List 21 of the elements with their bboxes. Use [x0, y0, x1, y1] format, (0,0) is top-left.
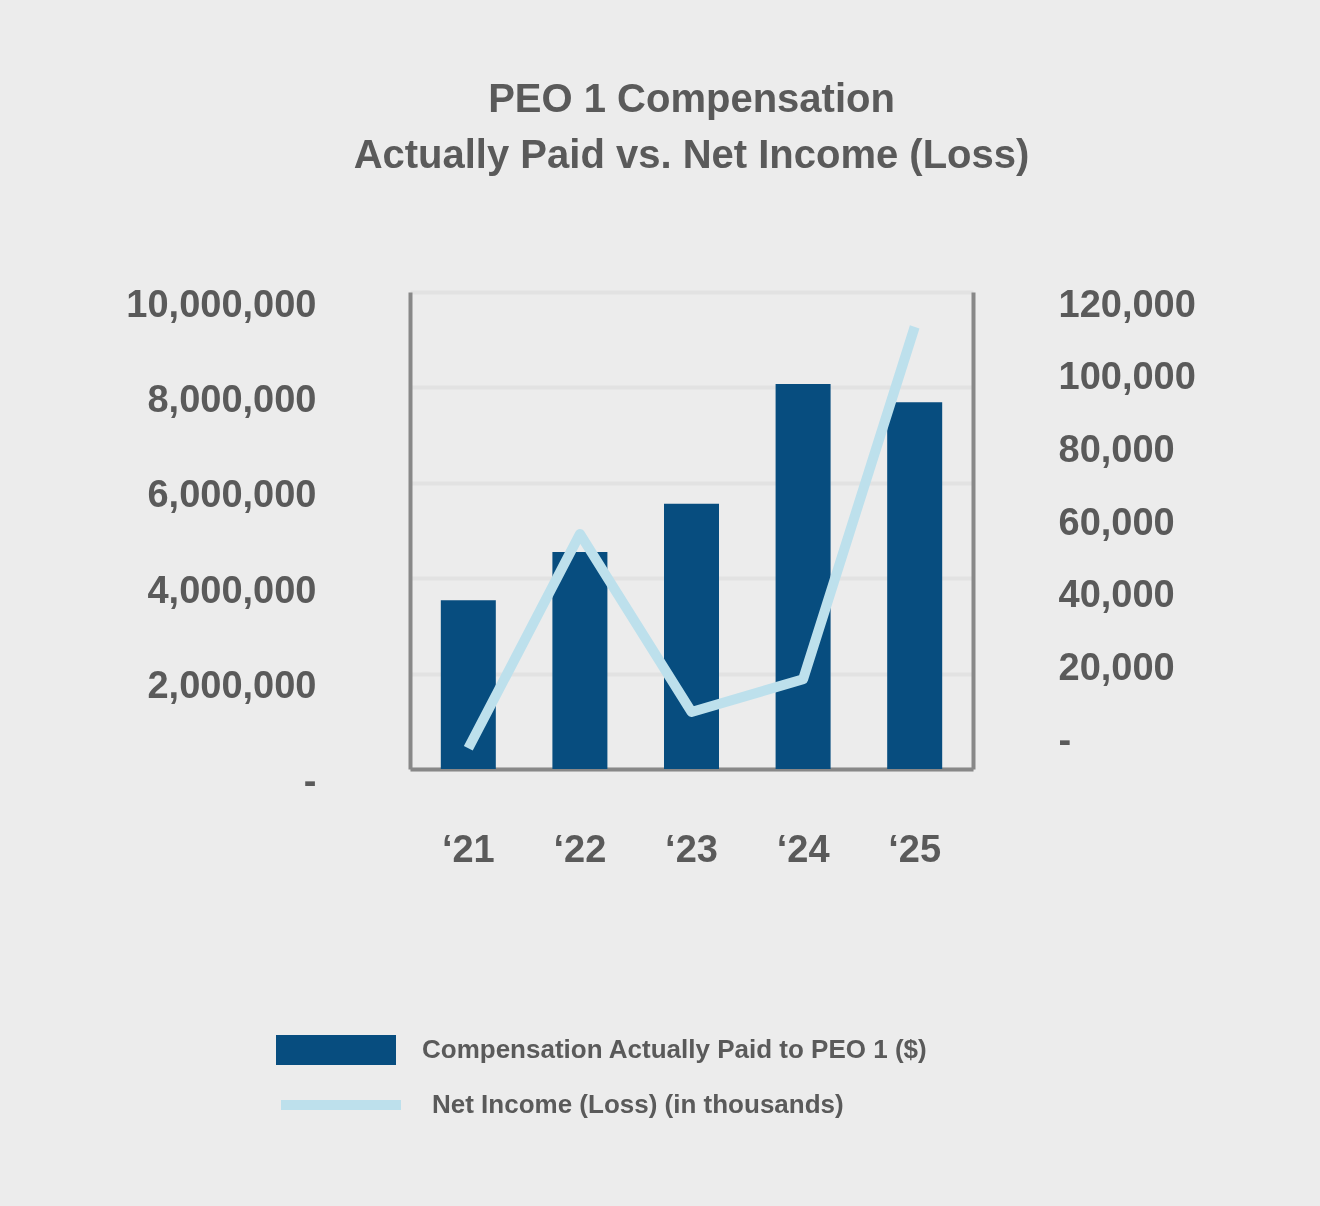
chart-title: PEO 1 Compensation Actually Paid vs. Net Income (Loss) [353, 76, 1030, 176]
y2-tick-label: 40,000 [1058, 573, 1175, 616]
y-tick-label: 10,000,000 [126, 282, 317, 325]
y2-tick-label: - [1058, 718, 1072, 761]
y2-tick-label: 80,000 [1058, 427, 1175, 470]
x-tick-label: ‘21 [441, 827, 495, 870]
y-tick-label: - [303, 759, 317, 802]
y2-tick-label: 20,000 [1058, 645, 1175, 688]
y-tick-label: 4,000,000 [147, 568, 317, 611]
y-tick-label: 8,000,000 [147, 377, 317, 420]
legend-label: Net Income (Loss) (in thousands) [432, 1089, 844, 1119]
y-tick-label: 6,000,000 [147, 473, 317, 516]
x-tick-label: ‘23 [665, 827, 718, 870]
y2-tick-label: 100,000 [1058, 355, 1196, 398]
legend-label: Compensation Actually Paid to PEO 1 ($) [422, 1034, 927, 1064]
y-tick-label: 2,000,000 [147, 664, 317, 707]
x-tick-label: ‘24 [776, 827, 830, 870]
x-tick-label: ‘25 [888, 827, 942, 870]
y2-tick-label: 120,000 [1058, 282, 1196, 325]
x-tick-label: ‘22 [553, 827, 607, 870]
y2-tick-label: 60,000 [1058, 500, 1175, 543]
